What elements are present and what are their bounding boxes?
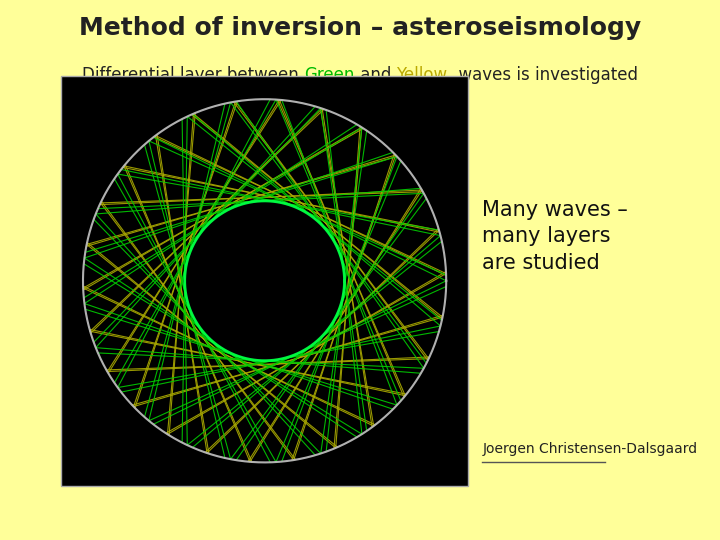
Text: Yellow: Yellow [397, 66, 448, 84]
Text: Many waves –
many layers
are studied: Many waves – many layers are studied [482, 200, 628, 273]
Text: Differential layer between: Differential layer between [82, 66, 305, 84]
Text: and: and [355, 66, 397, 84]
Text: waves is investigated: waves is investigated [448, 66, 638, 84]
Text: Green: Green [305, 66, 355, 84]
Text: Joergen Christensen-Dalsgaard: Joergen Christensen-Dalsgaard [482, 442, 698, 456]
Text: Method of inversion – asteroseismology: Method of inversion – asteroseismology [79, 16, 641, 40]
